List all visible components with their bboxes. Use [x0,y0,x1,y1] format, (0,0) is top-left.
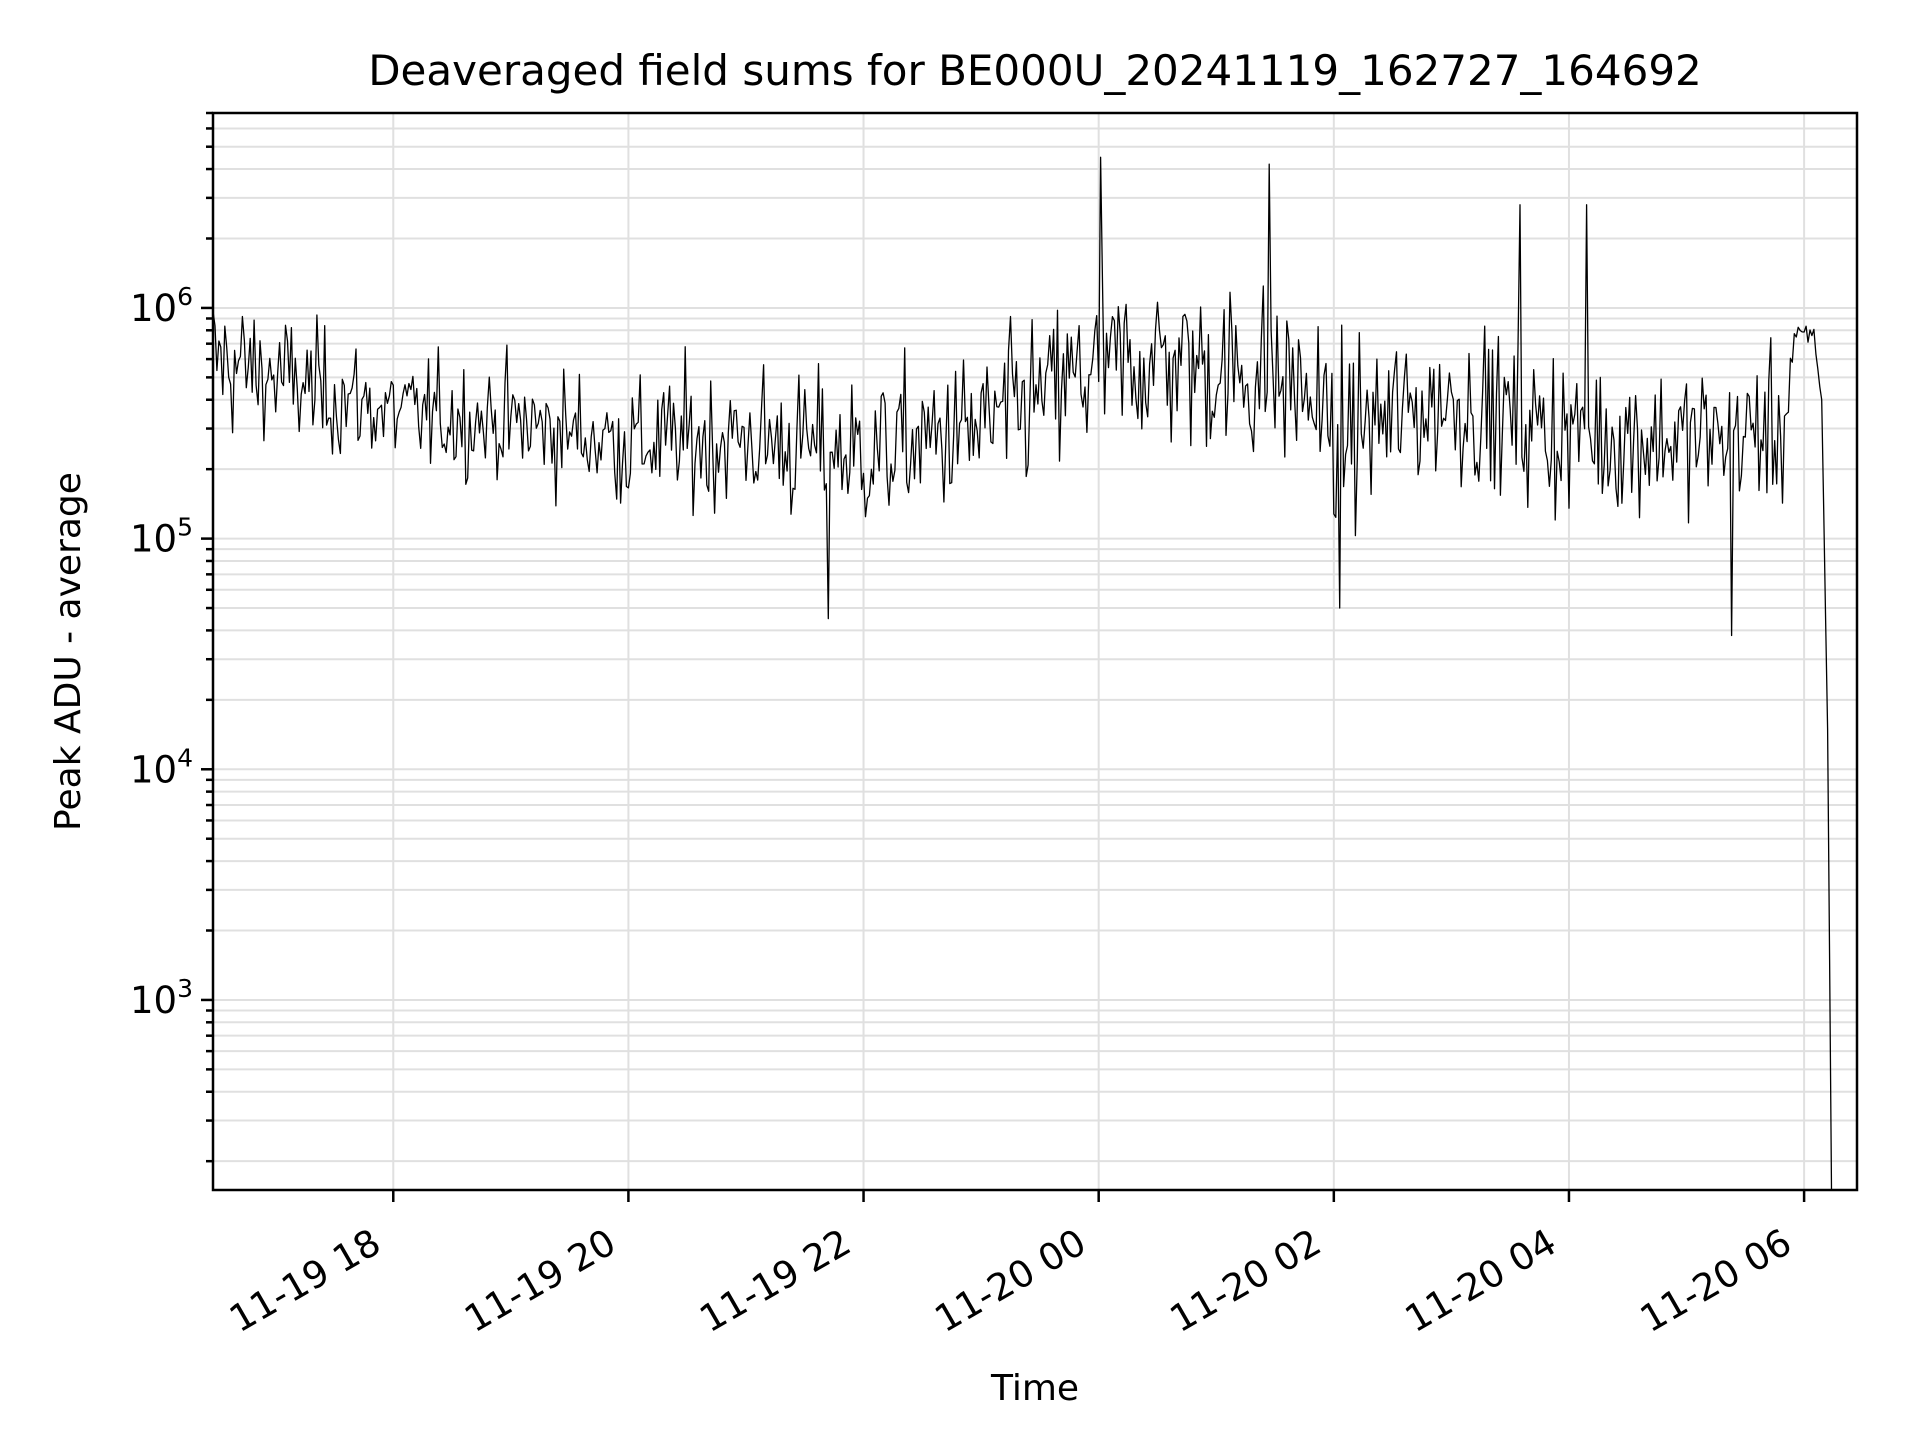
y-axis-label: Peak ADU - average [48,472,89,831]
grid-lines [213,112,1857,1190]
y-tick-label: 104 [130,743,193,791]
plot-frame [211,111,1859,1192]
plot-area [212,156,1833,1191]
x-axis-label: Time [990,1368,1079,1409]
y-tick-label: 106 [130,282,193,330]
data-line-series [212,156,1833,1191]
chart-title: Deaveraged field sums for BE000U_2024111… [368,46,1702,95]
y-tick-label: 105 [130,513,193,561]
y-tick-label: 103 [130,974,193,1022]
